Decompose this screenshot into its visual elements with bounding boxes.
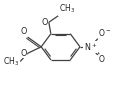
- Text: N$^+$: N$^+$: [83, 41, 96, 53]
- Text: O: O: [97, 55, 103, 64]
- Text: CH$_3$: CH$_3$: [58, 3, 74, 15]
- Text: O: O: [20, 49, 26, 58]
- Text: CH$_3$: CH$_3$: [3, 55, 19, 68]
- Text: O: O: [41, 18, 47, 27]
- Text: O: O: [20, 27, 26, 36]
- Text: O$^-$: O$^-$: [97, 27, 110, 38]
